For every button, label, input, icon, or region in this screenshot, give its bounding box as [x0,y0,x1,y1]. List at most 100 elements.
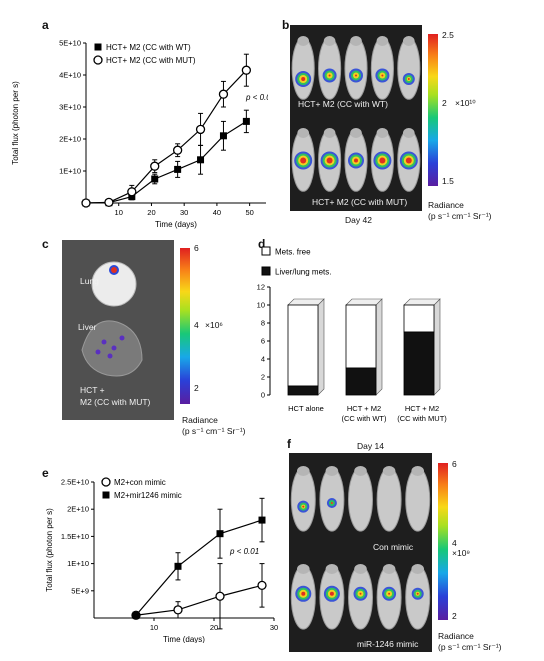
category-label: HCT alone [288,404,324,413]
data-point-square [151,175,159,183]
signal-spot-core [359,592,362,595]
y-tick-label: 10 [257,301,265,310]
data-point-square [174,165,182,173]
legend-label: M2+mir1246 mimic [114,491,182,500]
x-tick-label: 20 [147,208,155,217]
y-tick-label: 5E+10 [59,39,81,48]
colorbar-b-multiplier: ×10¹⁰ [455,98,476,108]
signal-spot-core [300,157,307,164]
data-point-square [258,516,266,524]
liver-signal-spot [107,353,113,359]
mouse-imaging-graphic-f [290,466,431,630]
chart-d-metastasis: 0 2 4 6 8 10 12 Mets. free Liver/lung mets. HCT a… [257,246,447,423]
mouse-body [376,467,402,532]
mouse-body [405,467,431,532]
signal-spot-core [302,505,305,508]
bar-top-face [403,298,441,306]
legend-label: M2+con mimic [114,478,166,487]
photo-f-day-label: Day 14 [357,441,384,451]
legend-marker-circle [101,477,111,487]
y-tick-label: 2.5E+10 [61,478,89,487]
series-line [135,584,263,616]
mouse-head [411,466,424,476]
colorbar-f-title: Radiance [438,631,474,641]
chart-e-total-flux: 10 20 30 5E+9 1E+10 1.5E+10 2E+10 2.5E+10 Time (… [45,477,278,643]
y-tick-label: 2E+10 [67,505,89,514]
signal-spot-core [416,592,419,595]
category-label: (CC with MUT) [397,414,447,423]
data-point-circle [172,145,183,155]
photo-b-bottom-label: HCT+ M2 (CC with MUT) [312,197,408,207]
colorbar-f-unit: (p s⁻¹ cm⁻¹ Sr⁻¹) [438,642,502,652]
bar-top-face [345,298,383,306]
panel-letter-d: d [258,237,266,251]
panel-letter-e: e [42,466,49,480]
p-value-label: p < 0.01 [229,547,259,556]
mouse-head [354,564,367,574]
y-axis-label: Total flux (photon per s) [45,508,54,592]
photo-c-liver-label: Liver [78,322,97,332]
y-tick-label: 1E+10 [59,167,81,176]
legend-marker-square [102,491,110,499]
radiance-colorbar-c [180,248,190,404]
y-tick-label: 1E+10 [67,559,89,568]
data-point-circle [241,65,252,75]
bar-top-face [287,298,325,306]
liver-signal-spot [119,335,125,341]
mouse-head [376,128,389,138]
photo-b-day-label: Day 42 [345,215,372,225]
signal-spot-core [301,77,306,81]
photo-f-bottom-label: miR-1246 mimic [357,639,419,649]
mouse-head [354,466,367,476]
colorbar-f-multiplier: ×10⁹ [452,548,471,558]
category-label: HCT + M2 [405,404,439,413]
colorbar-b-title: Radiance [428,200,464,210]
data-point-square [197,156,205,164]
signal-spot-core [388,592,391,595]
mouse-imaging-photo-f: Con mimic miR-1246 mimic [289,453,432,652]
legend-marker-circle [93,55,103,65]
legend-label: HCT+ M2 (CC with MUT) [106,56,196,65]
signal-spot-core [328,74,331,77]
signal-spot-core [326,157,333,164]
lung-tissue [91,261,137,307]
legend-swatch [261,266,271,276]
y-tick-label: 2E+10 [59,135,81,144]
data-point-circle [173,605,183,615]
mouse-body [397,37,421,100]
legend-label: Liver/lung mets. [275,268,331,277]
y-tick-label: 12 [257,283,265,292]
x-tick-label: 20 [210,623,218,632]
mouse-head [411,564,424,574]
mouse-head [350,36,362,46]
data-point-square [219,132,227,140]
photo-c-sample-label-2: M2 (CC with MUT) [80,397,151,407]
chart-a-total-flux: 10 20 30 40 50 1E+10 2E+10 3E+10 4E+10 5E+10 Time … [11,39,268,230]
bar-segment-mets-free [345,304,377,369]
mouse-imaging-photo-b: HCT+ M2 (CC with WT) HCT+ M2 (CC with MU… [290,25,422,211]
data-point-square [242,117,250,125]
y-tick-label: 0 [261,391,265,400]
photo-f-top-label: Con mimic [373,542,414,552]
mouse-head [297,564,310,574]
data-point-square [216,530,224,538]
mouse-head [402,128,415,138]
x-axis-label: Time (days) [155,220,197,229]
signal-spot-core [355,74,357,77]
series-line [135,519,263,616]
bar-segment-mets [345,367,377,396]
panel-letter-a: a [42,18,49,32]
panel-letter-c: c [42,237,49,251]
colorbar-f-mid: 4 [452,538,457,548]
y-tick-label: 8 [261,319,265,328]
mouse-head [382,466,396,476]
liver-signal-spot [111,345,117,351]
bar-segment-mets-free [287,304,319,387]
bar-segment-mets [287,385,319,396]
signal-spot-core [381,74,384,77]
data-point-circle [215,591,225,601]
panel-letter-b: b [282,18,290,32]
p-value-label: p < 0.01 [245,93,268,102]
signal-spot-core [405,157,412,164]
data-point-square [174,562,182,570]
